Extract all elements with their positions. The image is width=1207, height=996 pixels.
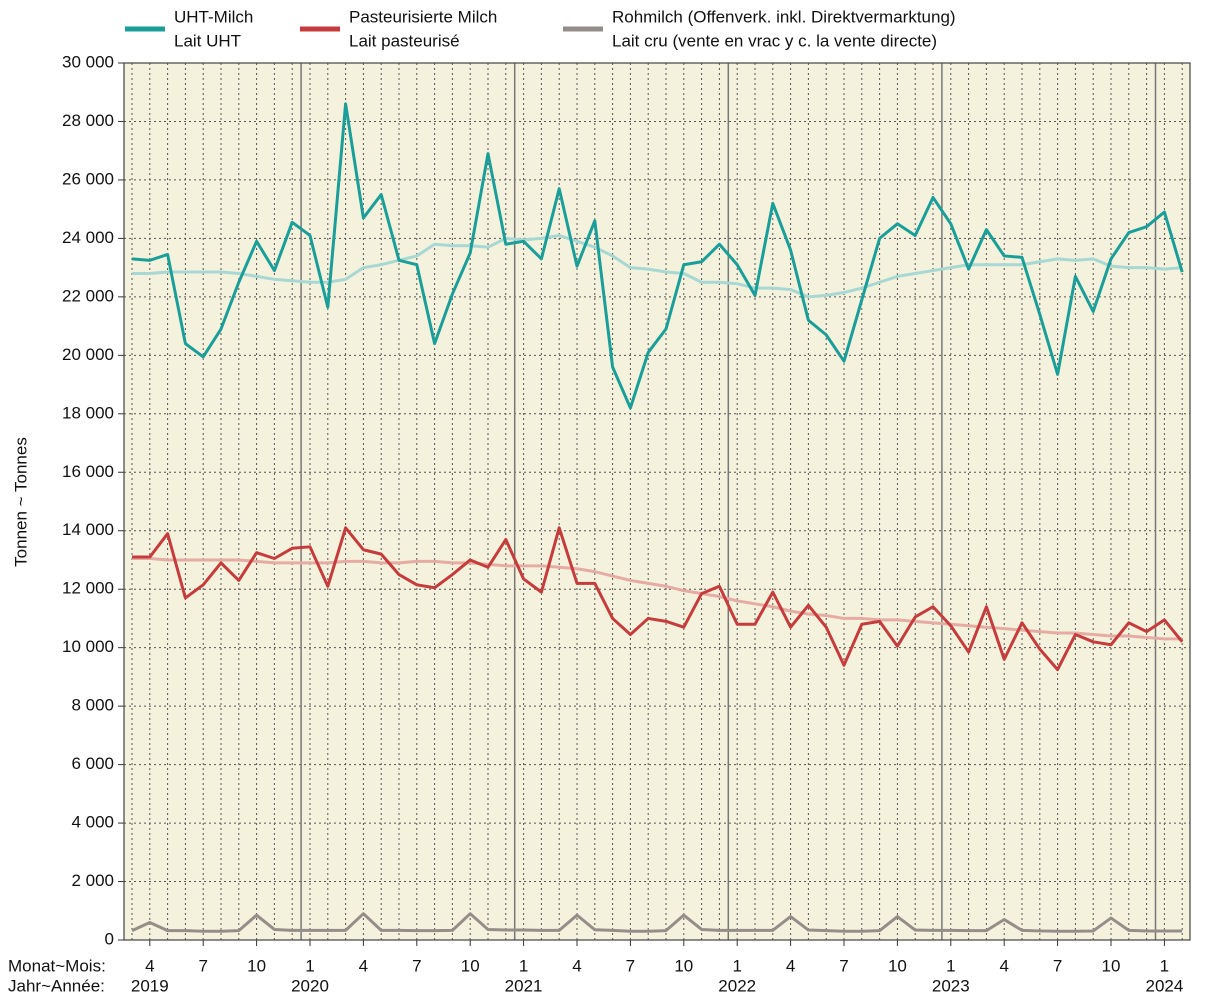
y-tick-label: 14 000: [62, 520, 114, 539]
y-axis-label: Tonnen ~ Tonnes: [11, 437, 30, 567]
legend-label: Lait pasteurisé: [349, 31, 460, 50]
legend-label: UHT-Milch: [174, 7, 253, 26]
x-tick-label: 7: [839, 956, 848, 975]
x-tick-label: 7: [1053, 956, 1062, 975]
x-tick-label: 1: [946, 956, 955, 975]
month-caption: Monat~Mois:: [8, 956, 106, 975]
x-tick-label: 4: [786, 956, 795, 975]
y-tick-label: 20 000: [62, 345, 114, 364]
year-label: 2021: [505, 976, 543, 995]
year-label: 2022: [718, 976, 756, 995]
year-label: 2023: [932, 976, 970, 995]
legend-label: Rohmilch (Offenverk. inkl. Direktvermark…: [612, 7, 956, 26]
y-tick-label: 30 000: [62, 52, 114, 71]
plot-background: [124, 63, 1190, 940]
x-tick-label: 7: [198, 956, 207, 975]
x-tick-label: 7: [412, 956, 421, 975]
y-tick-label: 26 000: [62, 169, 114, 188]
x-tick-label: 1: [305, 956, 314, 975]
y-tick-label: 22 000: [62, 286, 114, 305]
y-tick-label: 0: [105, 929, 114, 948]
x-tick-label: 4: [359, 956, 368, 975]
x-tick-label: 4: [145, 956, 154, 975]
y-tick-label: 10 000: [62, 637, 114, 656]
series-line: [131, 912, 1183, 933]
y-tick-label: 4 000: [71, 813, 114, 832]
x-tick-label: 1: [1160, 956, 1169, 975]
x-tick-label: 4: [999, 956, 1008, 975]
series-line: [132, 526, 1184, 672]
x-tick-label: 10: [674, 956, 693, 975]
x-tick-label: 4: [572, 956, 581, 975]
legend-label: Lait UHT: [174, 31, 241, 50]
trend-line: [132, 557, 1183, 641]
y-tick-label: 8 000: [71, 696, 114, 715]
y-tick-label: 28 000: [62, 111, 114, 130]
year-label: 2024: [1145, 976, 1183, 995]
x-tick-label: 10: [1102, 956, 1121, 975]
trend-line: [132, 233, 1183, 299]
year-caption: Jahr~Année:: [8, 976, 105, 995]
x-tick-label: 10: [461, 956, 480, 975]
y-tick-label: 6 000: [71, 754, 114, 773]
y-tick-label: 2 000: [71, 871, 114, 890]
legend-label: Lait cru (vente en vrac y c. la vente di…: [612, 31, 937, 50]
year-label: 2020: [291, 976, 329, 995]
x-tick-label: 1: [732, 956, 741, 975]
y-tick-label: 24 000: [62, 228, 114, 247]
y-tick-label: 16 000: [62, 462, 114, 481]
y-tick-label: 12 000: [62, 579, 114, 598]
x-tick-label: 1: [519, 956, 528, 975]
x-tick-label: 10: [888, 956, 907, 975]
plot-frame: [123, 62, 1191, 941]
x-tick-label: 10: [247, 956, 266, 975]
x-tick-label: 7: [626, 956, 635, 975]
year-label: 2019: [131, 976, 169, 995]
legend-label: Pasteurisierte Milch: [349, 7, 497, 26]
y-tick-label: 18 000: [62, 403, 114, 422]
series-line: [131, 102, 1184, 410]
